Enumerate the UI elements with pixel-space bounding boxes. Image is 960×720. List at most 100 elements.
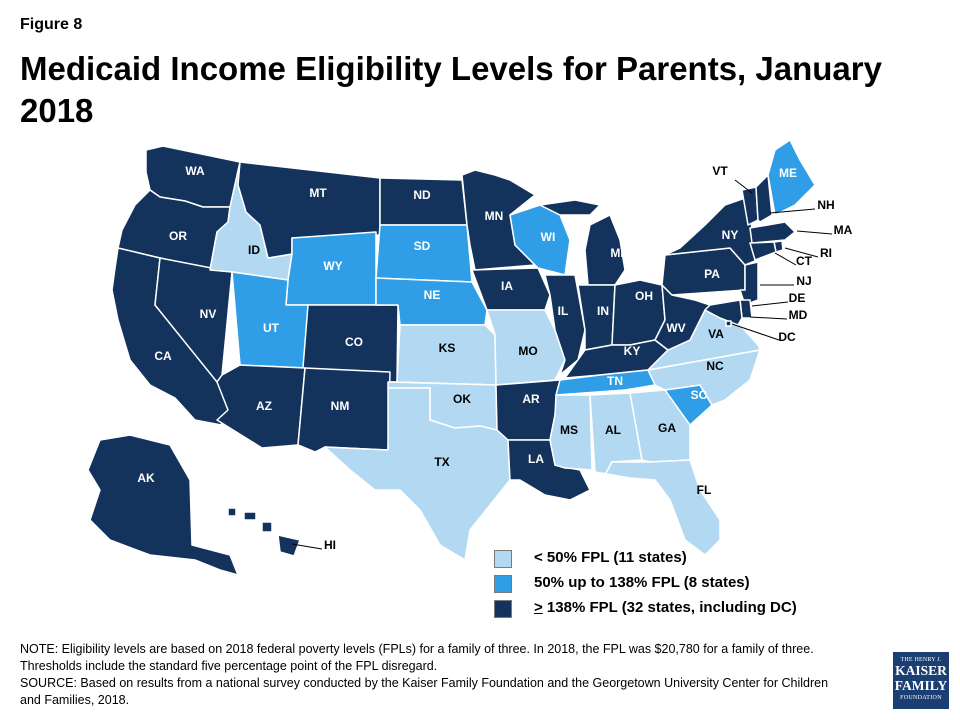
state-label-nv: NV xyxy=(200,307,217,321)
state-label-ar: AR xyxy=(522,392,540,406)
state-label-or: OR xyxy=(169,229,187,243)
state-wv xyxy=(654,284,711,351)
state-label-ia: IA xyxy=(501,279,513,293)
state-label-ms: MS xyxy=(560,423,578,437)
legend-label-low: < 50% FPL (11 states) xyxy=(534,549,687,566)
state-label-id: ID xyxy=(248,243,260,257)
legend-swatch-low xyxy=(494,550,512,568)
state-il xyxy=(544,274,586,376)
state-sd xyxy=(375,224,473,283)
state-label-ne: NE xyxy=(424,288,441,302)
state-label-il: IL xyxy=(558,304,569,318)
state-label-ky: KY xyxy=(624,344,641,358)
state-label-nc: NC xyxy=(706,359,724,373)
state-label-ny: NY xyxy=(722,228,739,242)
legend-swatch-mid xyxy=(494,575,512,593)
state-tx xyxy=(324,387,511,561)
state-label-mt: MT xyxy=(309,186,327,200)
state-dc xyxy=(725,320,732,327)
state-label-ri: RI xyxy=(820,246,832,260)
state-label-az: AZ xyxy=(256,399,272,413)
state-label-ok: OK xyxy=(453,392,471,406)
state-label-in: IN xyxy=(597,304,609,318)
leader-line xyxy=(769,208,816,214)
footnotes: NOTE: Eligibility levels are based on 20… xyxy=(20,641,850,709)
state-fl xyxy=(594,459,721,556)
legend-symbol-high: > xyxy=(534,599,543,616)
leader-line xyxy=(291,543,323,550)
leader-line xyxy=(731,323,780,341)
state-ct xyxy=(749,241,777,261)
state-label-pa: PA xyxy=(704,267,720,281)
state-label-nh: NH xyxy=(817,198,834,212)
state-ma xyxy=(749,221,796,244)
leader-line xyxy=(734,179,753,194)
state-label-wv: WV xyxy=(666,321,685,335)
state-label-fl: FL xyxy=(697,483,712,497)
state-label-ut: UT xyxy=(263,321,280,335)
state-mo xyxy=(486,309,566,386)
logo-line-3: FAMILY xyxy=(894,678,948,693)
logo-line-1: THE HENRY J. xyxy=(900,657,942,663)
legend-text-high: 138% FPL (32 states, including DC) xyxy=(542,599,797,616)
legend-swatch-high xyxy=(494,600,512,618)
legend-item-mid: 50% up to 138% FPL (8 states) xyxy=(494,573,834,598)
state-label-mi: MI xyxy=(610,246,623,260)
leader-line xyxy=(749,316,788,320)
state-md xyxy=(704,299,743,326)
state-nc xyxy=(647,349,761,406)
state-label-ks: KS xyxy=(439,341,456,355)
state-label-la: LA xyxy=(528,452,544,466)
state-label-wi: WI xyxy=(541,230,556,244)
page-title: Medicaid Income Eligibility Levels for P… xyxy=(20,50,882,129)
state-label-md: MD xyxy=(789,308,808,322)
leader-line xyxy=(796,230,833,235)
state-label-tx: TX xyxy=(434,455,449,469)
state-label-ma: MA xyxy=(834,223,853,237)
state-label-al: AL xyxy=(605,423,621,437)
state-label-nj: NJ xyxy=(796,274,811,288)
state-label-co: CO xyxy=(345,335,363,349)
us-map: WA OR CA NV ID MT WY UT CO AZ NM ND SD NE KS OK TX MN IA MO… xyxy=(87,139,853,576)
state-mi xyxy=(539,199,601,216)
state-label-sd: SD xyxy=(414,239,431,253)
state-label-nm: NM xyxy=(331,399,350,413)
leader-line xyxy=(784,247,819,258)
state-hi xyxy=(277,534,301,557)
state-label-wa: WA xyxy=(185,164,205,178)
legend-item-high: > 138% FPL (32 states, including DC) xyxy=(494,598,834,623)
note-text: NOTE: Eligibility levels are based on 20… xyxy=(20,642,814,673)
state-label-tn: TN xyxy=(607,374,623,388)
state-hi xyxy=(261,521,273,533)
figure-label: Figure 8 xyxy=(20,16,83,33)
state-label-de: DE xyxy=(789,291,806,305)
legend-label-high: > 138% FPL (32 states, including DC) xyxy=(534,599,797,616)
state-label-nd: ND xyxy=(413,188,431,202)
state-mi xyxy=(584,214,626,286)
state-hi xyxy=(243,511,257,521)
state-label-oh: OH xyxy=(635,289,653,303)
state-me xyxy=(767,139,816,216)
source-text: SOURCE: Based on results from a national… xyxy=(20,676,829,707)
state-label-sc: SC xyxy=(691,388,708,402)
state-hi xyxy=(227,507,237,517)
leader-line xyxy=(774,252,797,266)
legend-item-low: < 50% FPL (11 states) xyxy=(494,548,834,573)
state-ia xyxy=(471,267,551,311)
state-label-dc: DC xyxy=(778,330,796,344)
state-label-mo: MO xyxy=(518,344,537,358)
state-label-wy: WY xyxy=(323,259,342,273)
legend-label-mid: 50% up to 138% FPL (8 states) xyxy=(534,574,750,591)
kff-logo: THE HENRY J. KAISER FAMILY FOUNDATION xyxy=(893,652,949,709)
legend: < 50% FPL (11 states) 50% up to 138% FPL… xyxy=(494,548,834,623)
state-label-ct: CT xyxy=(796,254,813,268)
state-label-va: VA xyxy=(708,327,724,341)
state-label-ak: AK xyxy=(137,471,155,485)
state-label-vt: VT xyxy=(712,164,728,178)
state-label-me: ME xyxy=(779,166,797,180)
state-label-hi: HI xyxy=(324,538,336,552)
state-ks xyxy=(396,324,497,386)
state-nh xyxy=(755,174,773,223)
logo-line-4: FOUNDATION xyxy=(900,695,942,701)
state-label-ga: GA xyxy=(658,421,676,435)
